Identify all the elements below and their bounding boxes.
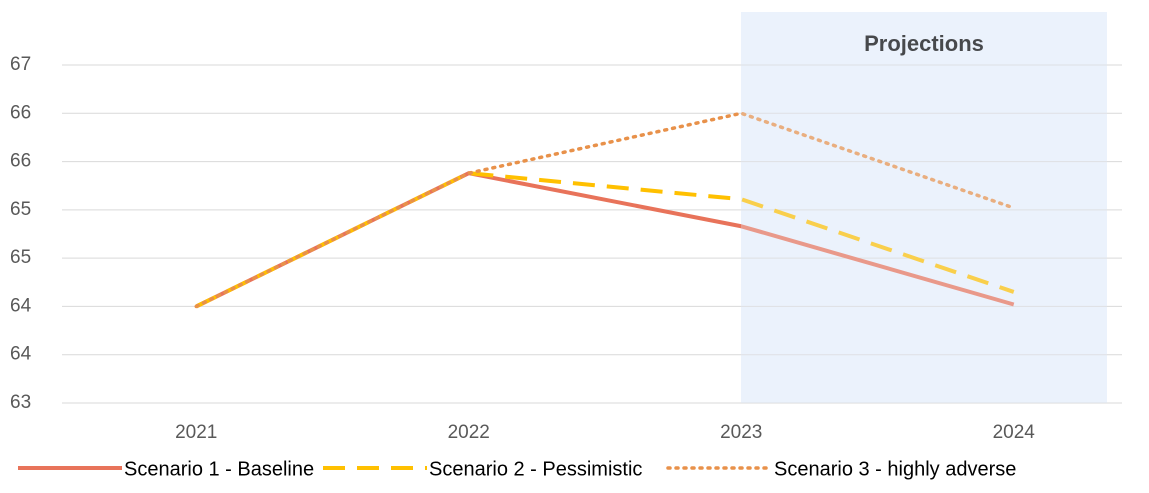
x-tick-label: 2024: [993, 422, 1036, 443]
y-tick-label: 66: [10, 151, 31, 172]
y-tick-label: 64: [10, 295, 32, 316]
series-line: [194, 111, 1016, 309]
x-tick-label: 2021: [175, 422, 217, 443]
y-tick-label: 67: [10, 54, 31, 75]
y-tick-label: 65: [10, 199, 31, 220]
projection-region: [741, 12, 1107, 403]
x-tick-label: 2022: [448, 422, 490, 443]
y-tick-label: 66: [10, 102, 31, 123]
legend-label: Scenario 3 - highly adverse: [774, 458, 1016, 480]
x-tick-label: 2023: [720, 422, 762, 443]
y-tick-label: 64: [10, 344, 32, 365]
legend-label: Scenario 1 - Baseline: [124, 458, 314, 480]
y-tick-label: 63: [10, 392, 31, 413]
annotation: Projections: [864, 31, 984, 56]
projection-tint: [741, 12, 1107, 403]
legend-label: Scenario 2 - Pessimistic: [429, 458, 642, 480]
y-tick-label: 65: [10, 247, 31, 268]
